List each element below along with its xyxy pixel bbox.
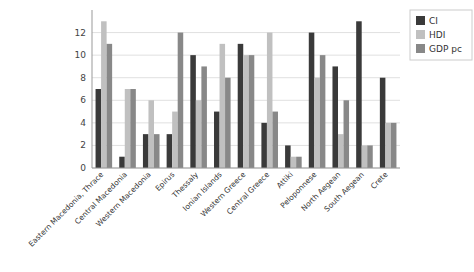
legend-label: GDP pc [429,44,462,54]
legend-box [410,10,472,60]
bar [314,78,320,168]
y-tick-label: 0 [80,163,86,173]
bar [167,134,173,168]
bar [391,123,397,168]
bar [201,66,207,168]
grid-line [92,168,400,169]
bar [196,100,202,168]
bars [96,21,397,168]
bar [267,33,273,168]
bar [338,134,344,168]
bar [332,66,338,168]
bar [119,157,125,168]
bar [243,55,249,168]
bar [272,112,278,168]
bar [130,89,136,168]
y-axis-line [92,10,93,168]
bar [225,78,231,168]
y-tick-label: 2 [80,140,86,150]
bar [214,112,220,168]
y-tick-label: 10 [75,50,87,60]
bar [238,44,244,168]
bar [101,21,107,168]
legend: CI HDI GDP pc [410,10,472,60]
grid-line [92,32,400,33]
bar [220,44,226,168]
legend-swatch [416,44,425,53]
legend-label: HDI [429,30,445,40]
bar [178,33,184,168]
bar [296,157,302,168]
bar [148,100,154,168]
bar [285,145,291,168]
bar [172,112,178,168]
bar [107,44,113,168]
bar [261,123,267,168]
bar [320,55,326,168]
bar [344,100,350,168]
bar [367,145,373,168]
x-tick-label: Attiki [275,170,295,190]
x-tick-label: Western Macedonia [94,170,153,229]
y-tick-label: 4 [80,118,86,128]
grid [92,33,400,168]
bar [125,89,131,168]
bar [96,89,102,168]
x-tick-label: North Aegean [299,170,342,213]
x-axis-line [92,168,400,169]
y-tick-label: 8 [80,73,86,83]
bar [249,55,255,168]
legend-swatch [416,16,425,25]
bar [362,145,368,168]
legend-label: CI [429,16,438,26]
x-tick-label: Crete [369,170,390,191]
bar [380,78,386,168]
bar [291,157,297,168]
chart: 024681012Eastern Macedonia, ThraceCentra… [0,0,474,272]
y-tick-label: 12 [75,28,86,38]
y-tick-label: 6 [80,95,86,105]
x-tick-label: Central Greece [225,170,272,217]
bar [190,55,196,168]
x-tick-label: South Aegean [322,170,366,214]
bar [356,21,362,168]
bar [143,134,149,168]
bar [385,123,391,168]
bar [309,33,315,168]
legend-swatch [416,30,425,39]
bar [154,134,160,168]
